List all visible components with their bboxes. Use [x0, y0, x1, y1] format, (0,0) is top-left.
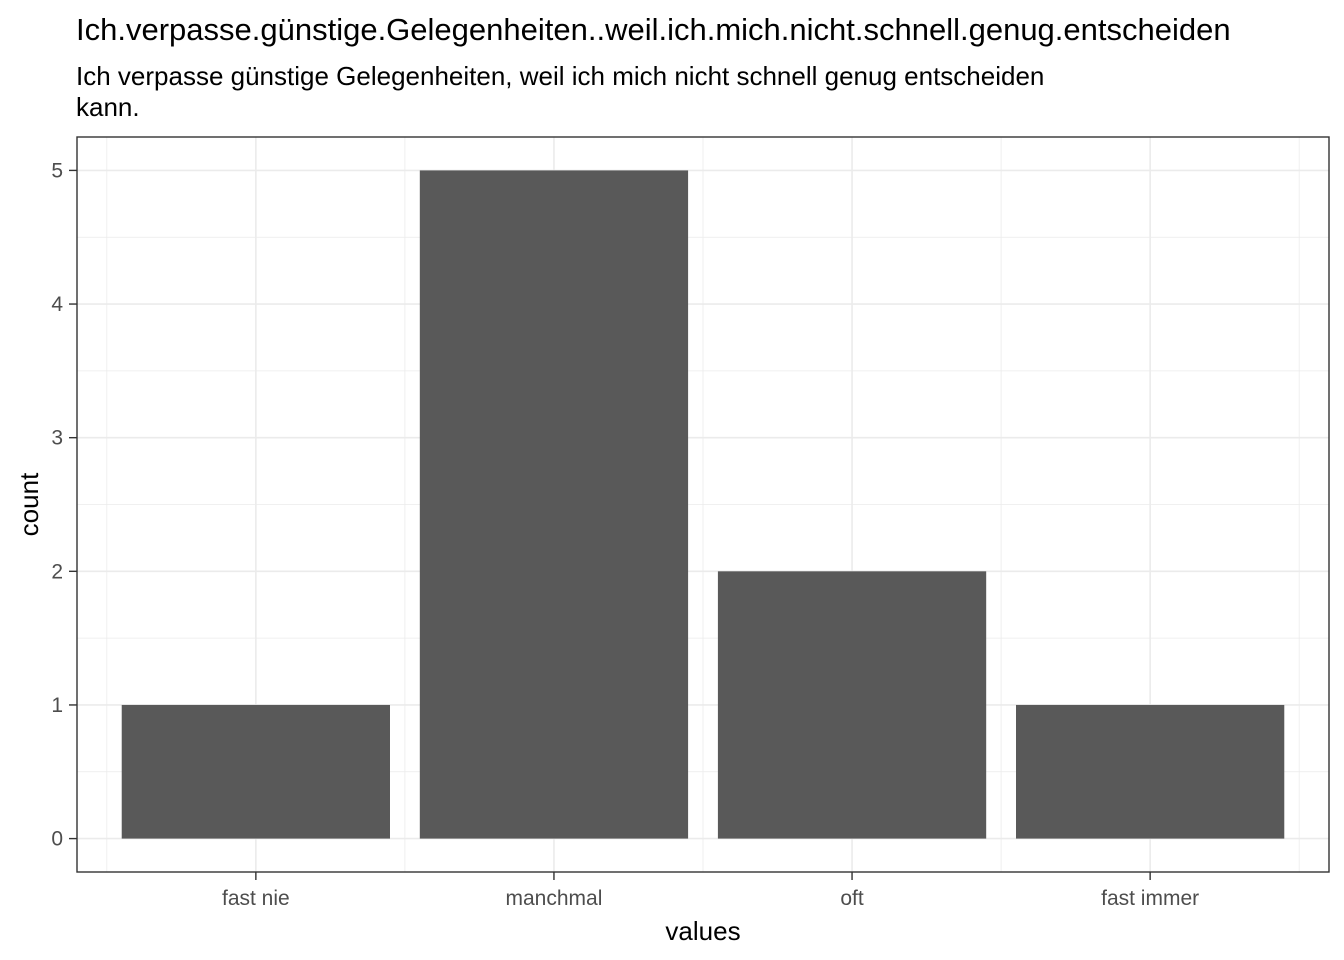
y-tick-label: 4	[51, 293, 63, 316]
y-tick-label: 3	[51, 427, 63, 450]
y-tick-label: 5	[51, 159, 63, 182]
x-axis-title: values	[665, 916, 740, 946]
bar-fast-nie	[121, 704, 390, 839]
x-axis-ticks: fast nie manchmal oft fast immer	[222, 872, 1199, 910]
y-axis-title: count	[14, 472, 44, 536]
y-tick-label: 2	[51, 560, 63, 583]
y-tick-label: 1	[51, 694, 63, 717]
x-tick-label: fast nie	[222, 887, 290, 910]
bar-manchmal	[419, 170, 689, 839]
chart-title: Ich.verpasse.günstige.Gelegenheiten..wei…	[76, 12, 1231, 47]
x-tick-label: manchmal	[506, 887, 603, 910]
x-tick-label: oft	[840, 887, 864, 910]
panel-border	[76, 136, 1330, 873]
x-tick-label: fast immer	[1101, 887, 1199, 910]
y-axis-ticks: 0 1 2 3 4 5	[51, 159, 77, 851]
bar-fast-immer	[1016, 704, 1285, 839]
bars	[121, 170, 1285, 839]
bar-oft	[717, 571, 987, 839]
chart-subtitle: Ich verpasse günstige Gelegenheiten, wei…	[76, 61, 1045, 122]
y-tick-label: 0	[51, 828, 63, 851]
